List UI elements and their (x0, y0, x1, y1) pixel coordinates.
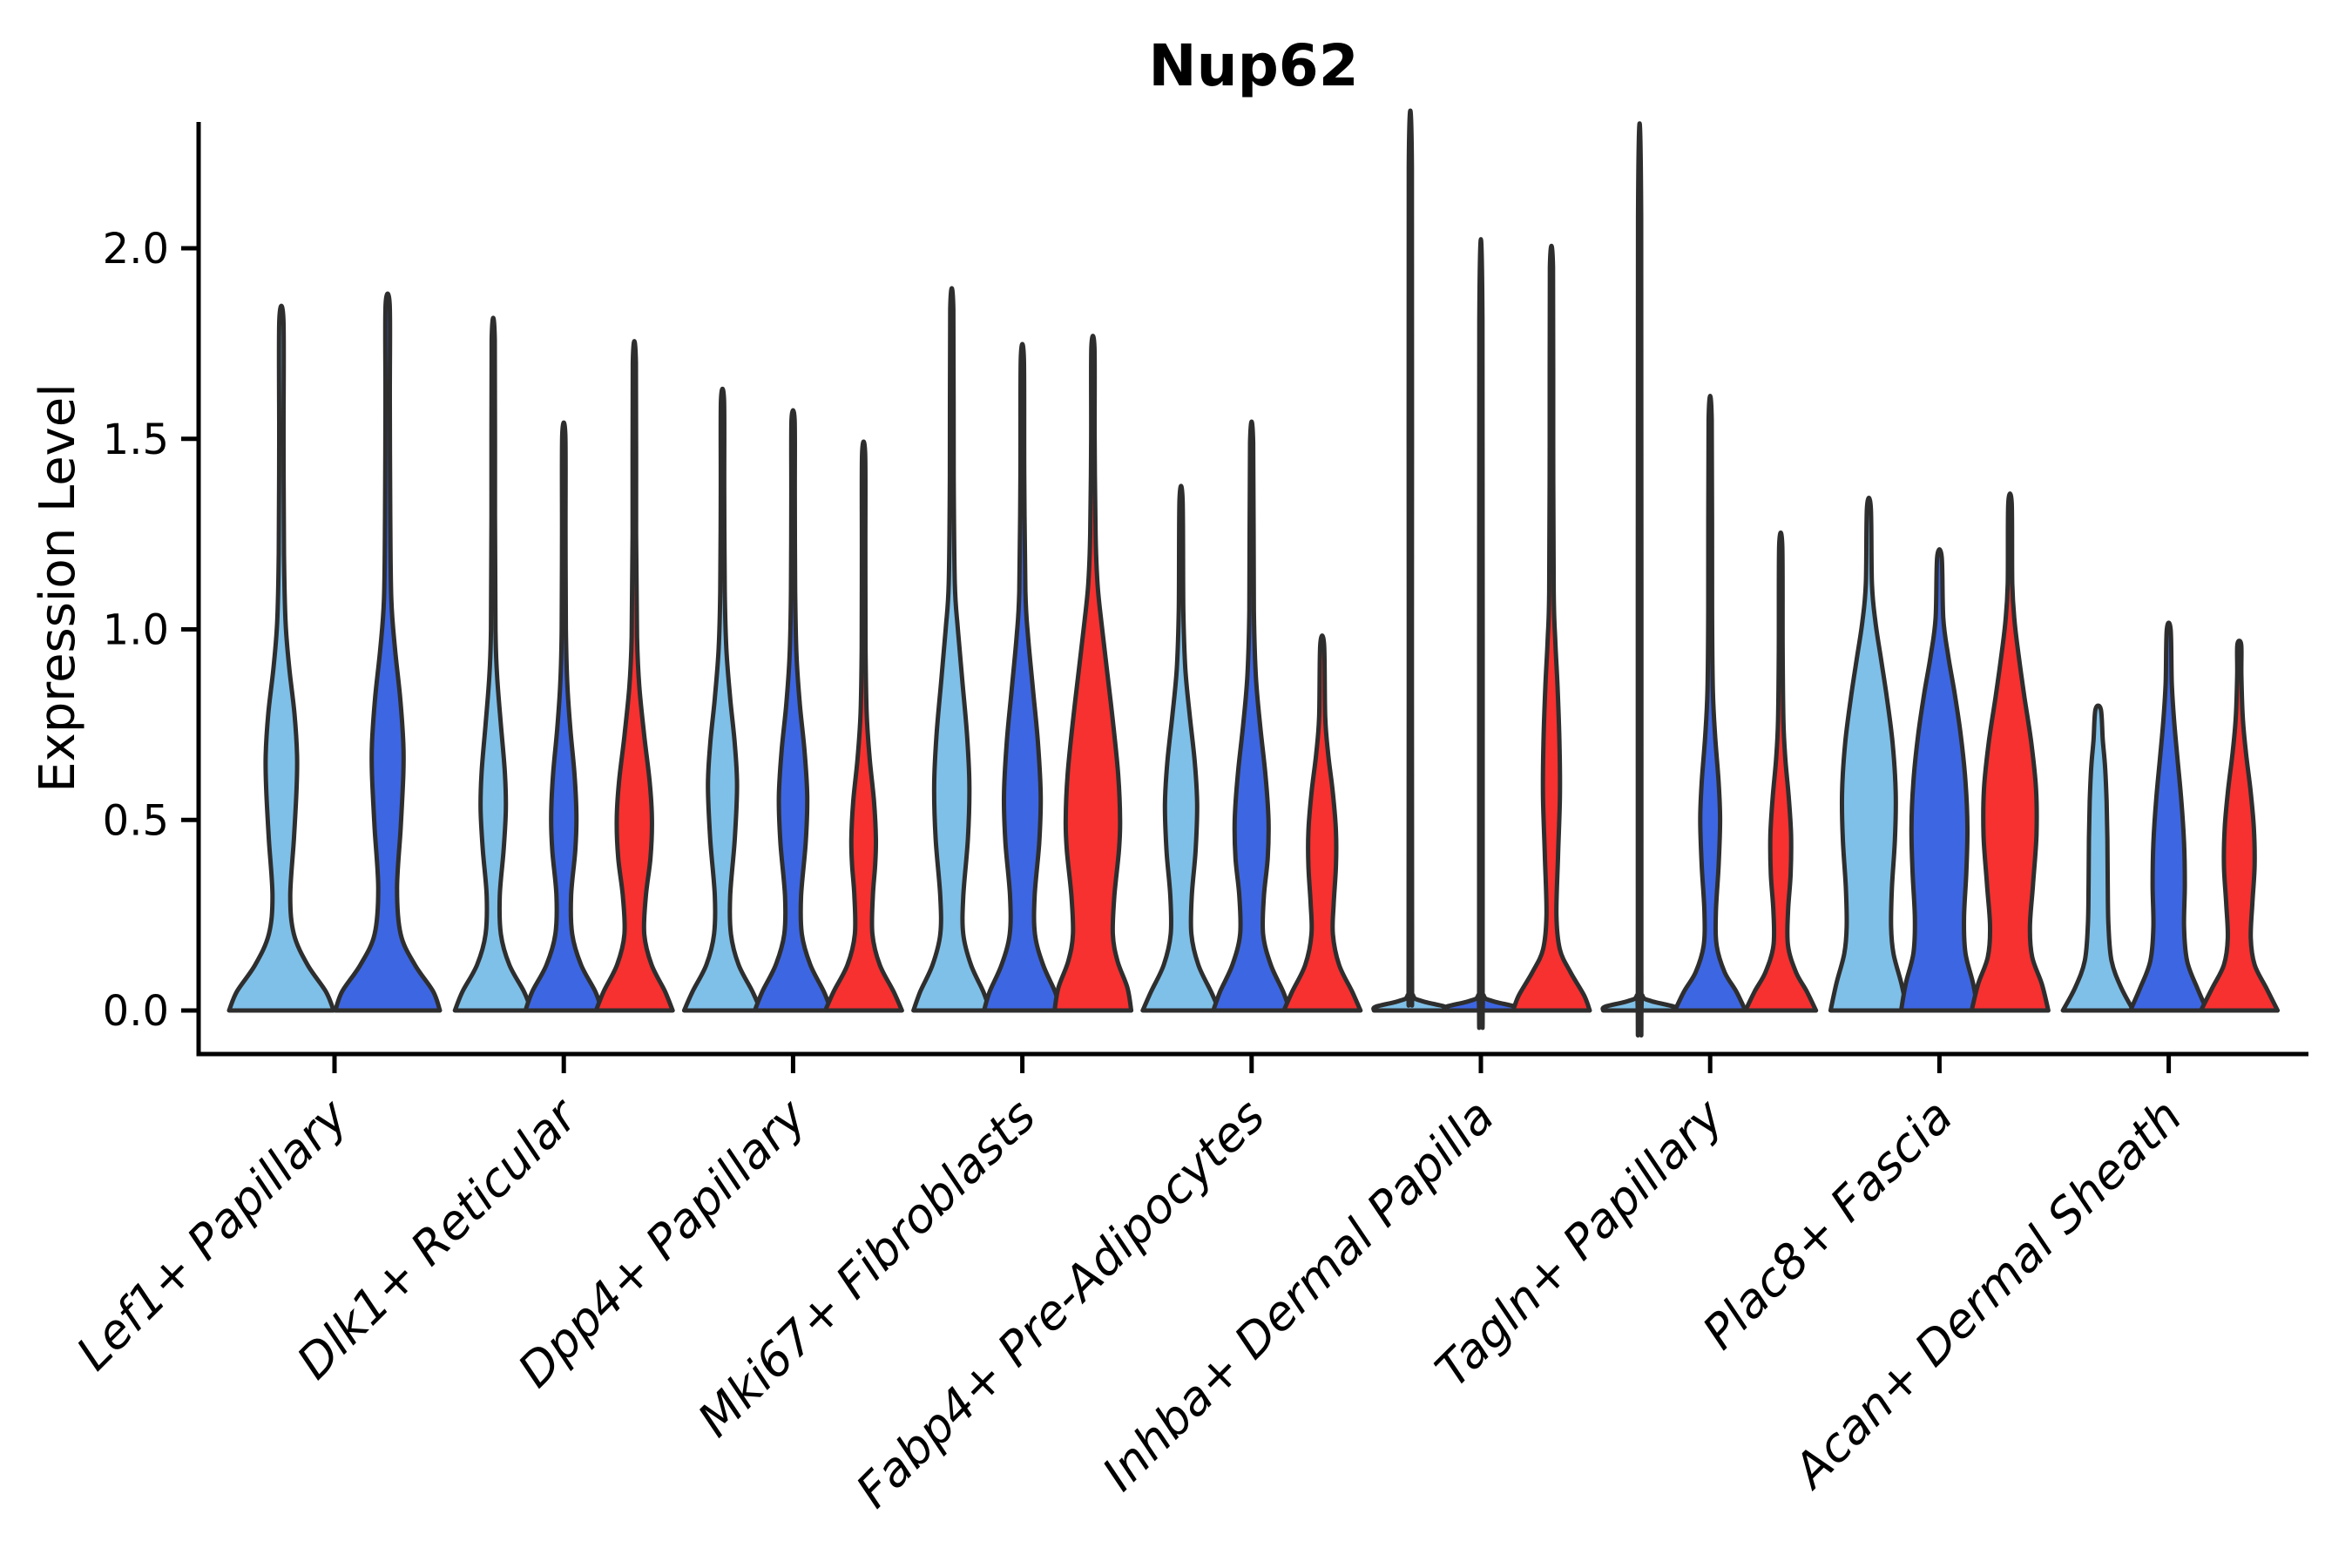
y-tick-label: 1.0 (103, 606, 169, 655)
x-tick-label: Fabp4+ Pre-Adipocytes (846, 1089, 1275, 1518)
violin-blue (1442, 237, 1520, 1031)
violin-red (1281, 633, 1363, 1013)
x-tick-label: Inhba+ Dermal Papilla (1092, 1089, 1504, 1502)
y-tick-label: 0.5 (103, 796, 169, 845)
violin-lightblue (681, 386, 763, 1013)
y-tick-label: 0.0 (103, 987, 169, 1036)
violin-red (1969, 491, 2051, 1013)
violin-lightblue (911, 286, 993, 1013)
violin-red (822, 439, 904, 1013)
violin-red (2199, 639, 2281, 1013)
x-tick-label: Acan+ Dermal Sheath (1781, 1089, 2193, 1500)
violin-blue (2128, 620, 2210, 1013)
chart-title: Nup62 (1148, 32, 1358, 99)
violin-blue (1673, 394, 1748, 1013)
violin-red (1052, 334, 1134, 1013)
violin-lightblue (1828, 496, 1909, 1013)
violin-red (593, 339, 675, 1013)
y-tick-label: 2.0 (103, 225, 169, 274)
violin-blue (523, 420, 605, 1013)
violin-lightblue (1140, 483, 1222, 1013)
violin-lightblue (452, 315, 534, 1013)
violin-blue (1211, 419, 1293, 1013)
violin-blue (333, 291, 443, 1013)
violin-lightblue (1600, 121, 1680, 1037)
y-tick-label: 1.5 (103, 416, 169, 464)
violin-blue (982, 341, 1064, 1013)
violin-red (1511, 244, 1592, 1013)
violin-blue (752, 408, 834, 1013)
violin-red (1743, 531, 1819, 1013)
violin-blue (1898, 547, 1980, 1013)
y-axis-label: Expression Level (30, 383, 86, 793)
violin-lightblue (1371, 108, 1450, 1013)
violin-lightblue (226, 303, 336, 1013)
violin-lightblue (2060, 703, 2136, 1013)
violins-layer (226, 108, 2281, 1037)
